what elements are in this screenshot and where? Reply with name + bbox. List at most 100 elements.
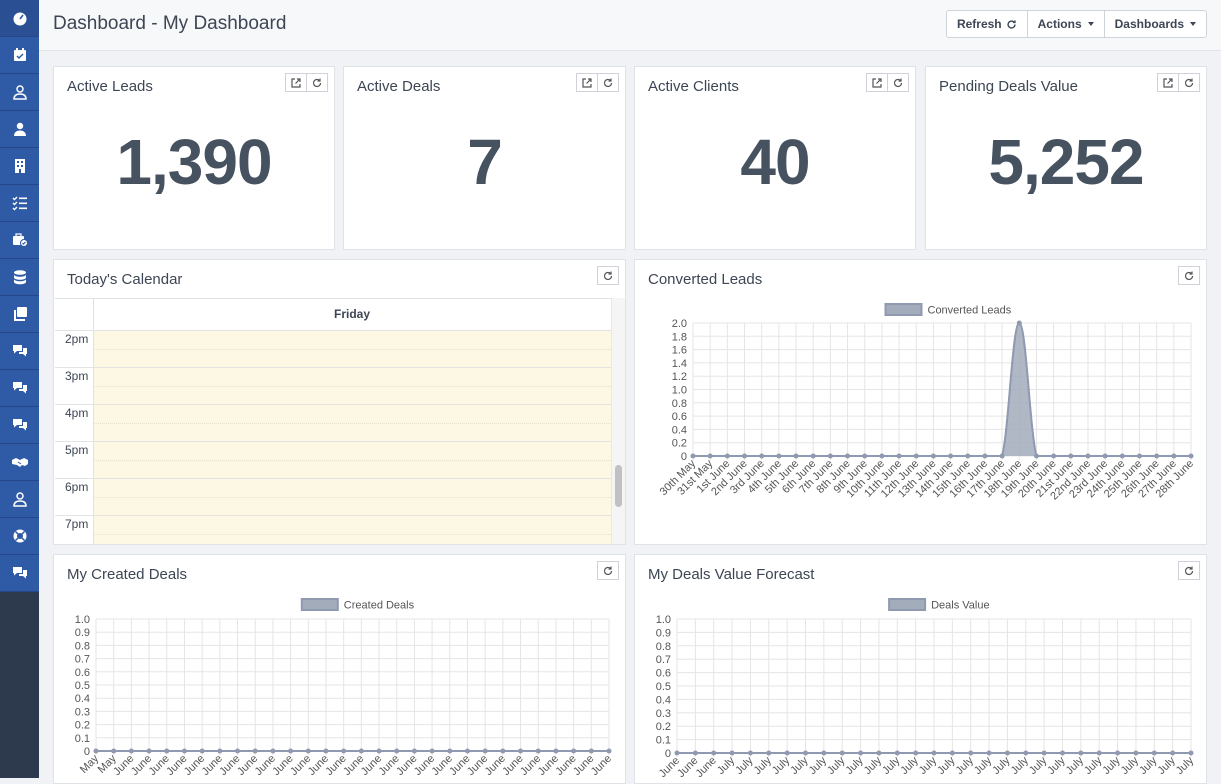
refresh-panel-button[interactable] — [597, 73, 619, 92]
data-point[interactable] — [252, 748, 258, 754]
data-point[interactable] — [111, 748, 117, 754]
data-point[interactable] — [982, 453, 988, 459]
data-point[interactable] — [845, 453, 851, 459]
data-point[interactable] — [876, 750, 882, 756]
data-point[interactable] — [1041, 750, 1047, 756]
data-point[interactable] — [1060, 750, 1065, 756]
sidebar-item[interactable] — [0, 444, 39, 481]
data-point[interactable] — [288, 748, 294, 754]
data-point[interactable] — [1102, 453, 1108, 459]
data-point[interactable] — [358, 748, 364, 754]
scrollbar-thumb[interactable] — [615, 465, 622, 507]
data-point[interactable] — [1096, 750, 1102, 756]
data-point[interactable] — [784, 750, 790, 756]
data-point[interactable] — [747, 750, 753, 756]
data-point[interactable] — [810, 453, 816, 459]
sidebar-item[interactable] — [0, 555, 39, 592]
data-point[interactable] — [1023, 750, 1029, 756]
data-point[interactable] — [1133, 750, 1139, 756]
data-point[interactable] — [447, 748, 453, 754]
data-point[interactable] — [968, 750, 974, 756]
calendar-day-header[interactable]: Friday — [333, 307, 370, 321]
data-point[interactable] — [692, 750, 698, 756]
data-point[interactable] — [323, 748, 329, 754]
data-point[interactable] — [1051, 453, 1057, 459]
data-point[interactable] — [724, 453, 730, 459]
sidebar-item[interactable] — [0, 518, 39, 555]
data-point[interactable] — [894, 750, 900, 756]
data-point[interactable] — [146, 748, 152, 754]
sidebar-item[interactable] — [0, 74, 39, 111]
data-point[interactable] — [986, 750, 992, 756]
data-point[interactable] — [862, 453, 868, 459]
data-point[interactable] — [1136, 453, 1142, 459]
data-point[interactable] — [93, 748, 99, 754]
sidebar-item[interactable] — [0, 296, 39, 333]
data-point[interactable] — [930, 453, 936, 459]
data-point[interactable] — [776, 453, 782, 459]
open-external-button[interactable] — [576, 73, 598, 92]
sidebar-item[interactable] — [0, 481, 39, 518]
data-point[interactable] — [500, 748, 506, 754]
data-point[interactable] — [879, 453, 885, 459]
data-point[interactable] — [839, 750, 845, 756]
data-point[interactable] — [199, 748, 205, 754]
data-point[interactable] — [1171, 453, 1177, 459]
legend-label[interactable]: Deals Value — [931, 600, 990, 612]
data-point[interactable] — [729, 750, 735, 756]
legend-label[interactable]: Created Deals — [344, 600, 415, 612]
sidebar-item[interactable] — [0, 407, 39, 444]
open-external-button[interactable] — [1157, 73, 1179, 92]
open-external-button[interactable] — [285, 73, 307, 92]
data-point[interactable] — [821, 750, 827, 756]
data-point[interactable] — [482, 748, 488, 754]
data-point[interactable] — [429, 748, 435, 754]
data-point[interactable] — [948, 453, 954, 459]
data-point[interactable] — [411, 748, 417, 754]
data-point[interactable] — [999, 453, 1005, 459]
data-point[interactable] — [606, 748, 612, 754]
data-point[interactable] — [827, 453, 833, 459]
data-point[interactable] — [305, 748, 311, 754]
refresh-panel-button[interactable] — [597, 561, 619, 580]
data-point[interactable] — [931, 750, 937, 756]
legend-swatch[interactable] — [884, 303, 923, 316]
data-point[interactable] — [1068, 453, 1074, 459]
data-point[interactable] — [1004, 750, 1010, 756]
data-point[interactable] — [1033, 453, 1039, 459]
data-point[interactable] — [793, 453, 799, 459]
refresh-panel-button[interactable] — [597, 266, 619, 285]
data-point[interactable] — [1188, 453, 1194, 459]
data-point[interactable] — [376, 748, 382, 754]
refresh-panel-button[interactable] — [1178, 73, 1200, 92]
refresh-button[interactable]: Refresh — [947, 11, 1028, 37]
refresh-panel-button[interactable] — [1178, 266, 1200, 285]
data-point[interactable] — [518, 748, 524, 754]
data-point[interactable] — [553, 748, 559, 754]
data-point[interactable] — [913, 453, 919, 459]
sidebar-item[interactable] — [0, 370, 39, 407]
data-point[interactable] — [1085, 453, 1091, 459]
sidebar-item[interactable] — [0, 148, 39, 185]
sidebar-item[interactable] — [0, 185, 39, 222]
data-point[interactable] — [235, 748, 241, 754]
data-point[interactable] — [588, 748, 594, 754]
data-point[interactable] — [1154, 453, 1160, 459]
data-point[interactable] — [711, 750, 717, 756]
data-point[interactable] — [1115, 750, 1121, 756]
data-point[interactable] — [1170, 750, 1176, 756]
sidebar-item[interactable] — [0, 0, 39, 37]
legend-swatch[interactable] — [888, 598, 927, 611]
data-point[interactable] — [464, 748, 470, 754]
data-point[interactable] — [164, 748, 170, 754]
legend-swatch[interactable] — [300, 598, 339, 611]
data-point[interactable] — [341, 748, 347, 754]
data-point[interactable] — [742, 453, 748, 459]
sidebar-item[interactable] — [0, 259, 39, 296]
data-point[interactable] — [949, 750, 955, 756]
sidebar-item[interactable] — [0, 333, 39, 370]
data-point[interactable] — [759, 453, 765, 459]
actions-button[interactable]: Actions — [1028, 11, 1105, 37]
data-point[interactable] — [1188, 750, 1194, 756]
data-point[interactable] — [913, 750, 919, 756]
